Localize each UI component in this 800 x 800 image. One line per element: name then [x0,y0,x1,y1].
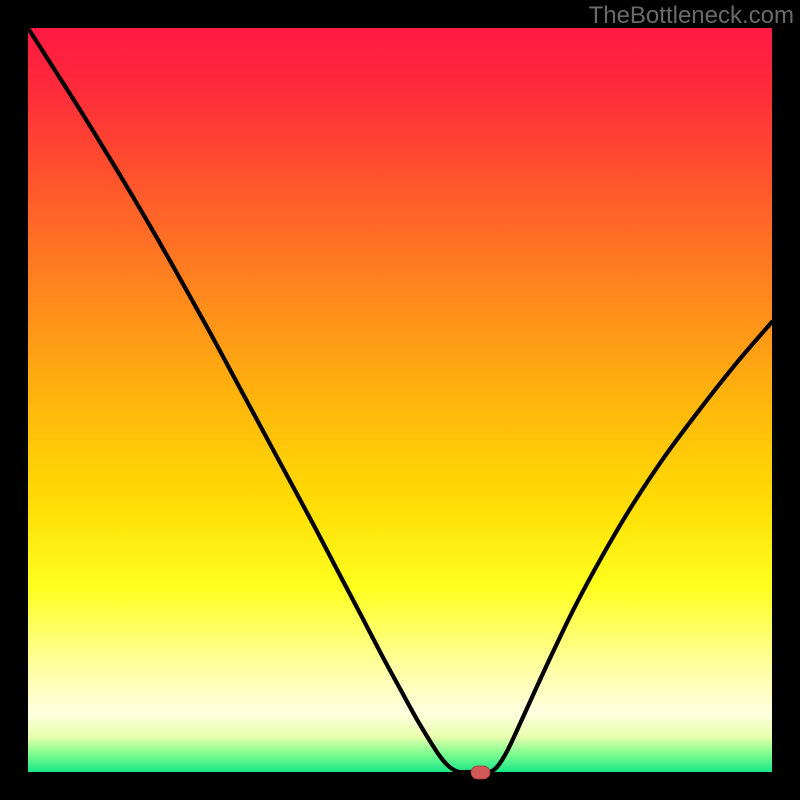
gradient-background [28,28,772,772]
marker-pill [471,766,490,779]
chart-canvas: TheBottleneck.com [0,0,800,800]
watermark-label: TheBottleneck.com [589,2,794,30]
minimum-marker [470,765,491,780]
plot-area [28,28,772,772]
